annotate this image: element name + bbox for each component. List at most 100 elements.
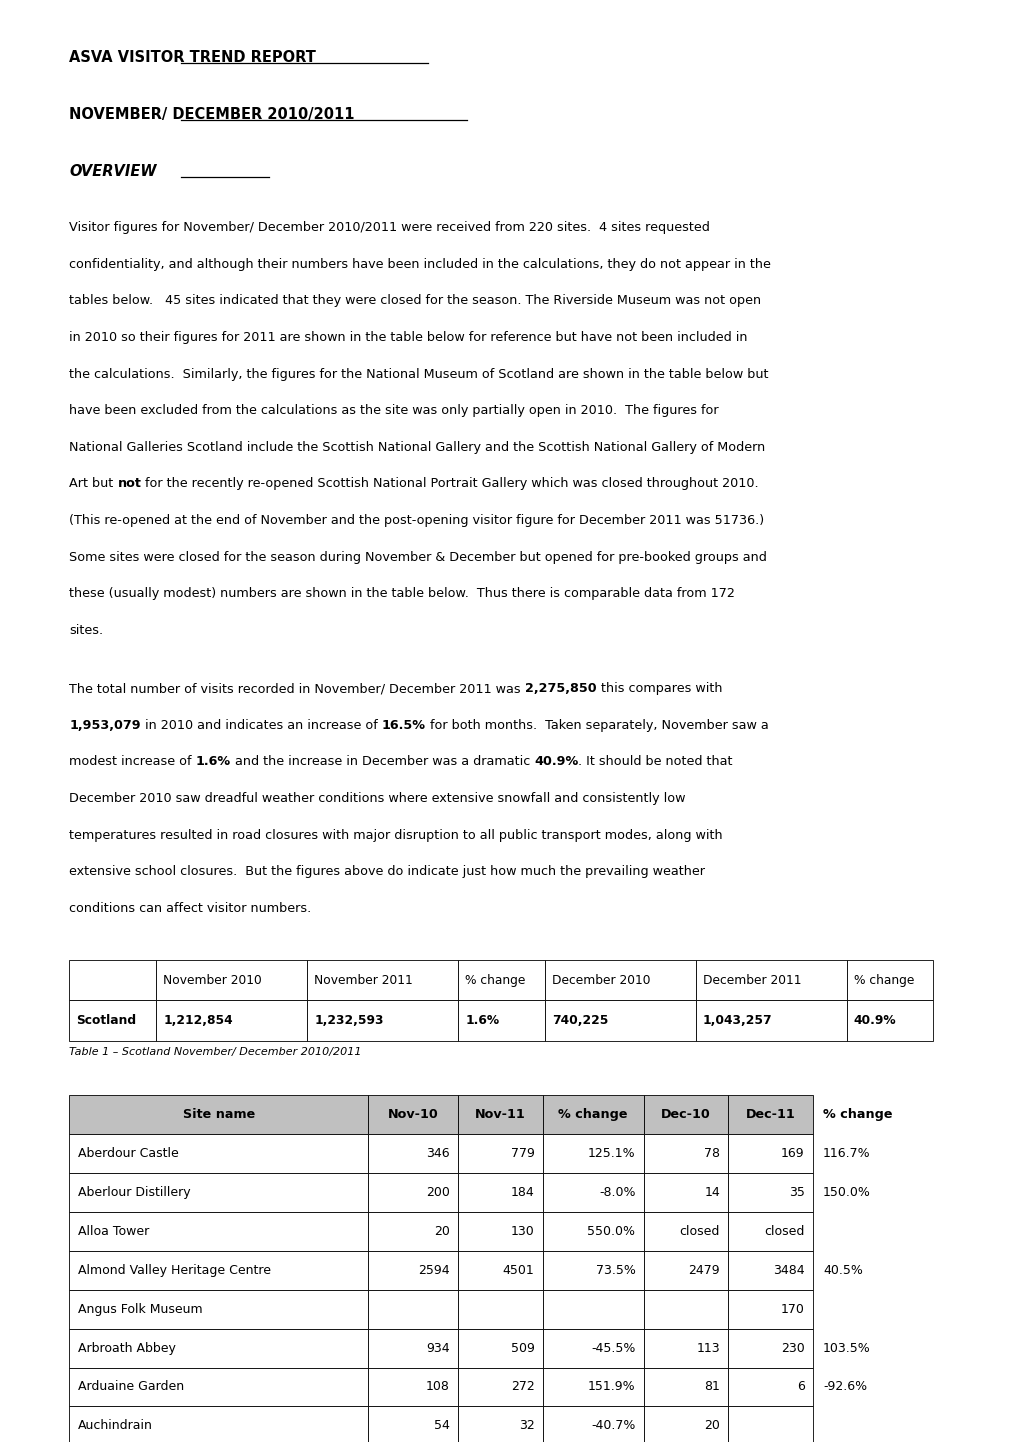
Text: % change: % change (853, 973, 913, 986)
Text: 4501: 4501 (502, 1263, 534, 1276)
Bar (728, 1094, 812, 1133)
Bar (643, 1133, 728, 1172)
Bar (156, 1001, 307, 1041)
Text: 151.9%: 151.9% (587, 1380, 635, 1393)
Text: December 2011: December 2011 (702, 973, 801, 986)
Text: for the recently re-opened Scottish National Portrait Gallery which was closed t: for the recently re-opened Scottish Nati… (142, 477, 758, 490)
Bar (69, 1172, 368, 1211)
Text: % change: % change (557, 1107, 628, 1120)
Text: ASVA VISITOR TREND REPORT: ASVA VISITOR TREND REPORT (69, 50, 316, 65)
Text: -45.5%: -45.5% (590, 1341, 635, 1354)
Text: -8.0%: -8.0% (598, 1185, 635, 1198)
Text: 81: 81 (703, 1380, 719, 1393)
Text: December 2010 saw dreadful weather conditions where extensive snowfall and consi: December 2010 saw dreadful weather condi… (69, 792, 685, 805)
Bar (69, 1406, 368, 1442)
Bar (69, 1328, 368, 1367)
Text: 2,275,850: 2,275,850 (525, 682, 596, 695)
Text: in 2010 and indicates an increase of: in 2010 and indicates an increase of (141, 718, 381, 731)
Bar (728, 1406, 812, 1442)
Bar (846, 960, 932, 1001)
Bar (69, 960, 156, 1001)
Text: Visitor figures for November/ December 2010/2011 were received from 220 sites.  : Visitor figures for November/ December 2… (69, 221, 709, 234)
Text: temperatures resulted in road closures with major disruption to all public trans: temperatures resulted in road closures w… (69, 829, 722, 842)
Text: . It should be noted that: . It should be noted that (578, 756, 733, 769)
Text: tables below.   45 sites indicated that they were closed for the season. The Riv: tables below. 45 sites indicated that th… (69, 294, 761, 307)
Bar (542, 1406, 643, 1442)
Text: 1,043,257: 1,043,257 (702, 1014, 771, 1027)
Text: 1,232,593: 1,232,593 (314, 1014, 383, 1027)
Text: 16.5%: 16.5% (381, 718, 425, 731)
Bar (307, 1001, 458, 1041)
Text: these (usually modest) numbers are shown in the table below.  Thus there is comp: these (usually modest) numbers are shown… (69, 587, 735, 600)
Text: 40.5%: 40.5% (822, 1263, 862, 1276)
Text: Dec-11: Dec-11 (745, 1107, 795, 1120)
Bar (643, 1250, 728, 1289)
Bar (368, 1289, 458, 1328)
Text: 740,225: 740,225 (551, 1014, 607, 1027)
Bar (728, 1328, 812, 1367)
Text: 2594: 2594 (418, 1263, 449, 1276)
Bar (458, 1328, 542, 1367)
Bar (458, 1094, 542, 1133)
Text: 14: 14 (704, 1185, 719, 1198)
Text: 20: 20 (433, 1224, 449, 1237)
Text: modest increase of: modest increase of (69, 756, 196, 769)
Text: Nov-10: Nov-10 (387, 1107, 438, 1120)
Text: 150.0%: 150.0% (822, 1185, 870, 1198)
Text: 272: 272 (511, 1380, 534, 1393)
Bar (643, 1328, 728, 1367)
Bar (542, 1211, 643, 1250)
Text: % change: % change (465, 973, 525, 986)
Bar (643, 1094, 728, 1133)
Text: Site name: Site name (182, 1107, 255, 1120)
Bar (542, 1094, 643, 1133)
Text: 130: 130 (511, 1224, 534, 1237)
Bar (69, 1289, 368, 1328)
Bar (728, 1133, 812, 1172)
Text: 32: 32 (519, 1419, 534, 1432)
Text: 113: 113 (696, 1341, 719, 1354)
Text: 54: 54 (433, 1419, 449, 1432)
Bar (728, 1211, 812, 1250)
Bar (544, 1001, 695, 1041)
Bar (458, 1250, 542, 1289)
Bar (728, 1172, 812, 1211)
Text: Dec-10: Dec-10 (660, 1107, 710, 1120)
Text: 1.6%: 1.6% (196, 756, 230, 769)
Bar (368, 1133, 458, 1172)
Text: % change: % change (822, 1107, 892, 1120)
Bar (643, 1211, 728, 1250)
Text: 125.1%: 125.1% (587, 1146, 635, 1159)
Text: in 2010 so their figures for 2011 are shown in the table below for reference but: in 2010 so their figures for 2011 are sh… (69, 332, 747, 345)
Bar (643, 1367, 728, 1406)
Bar (368, 1367, 458, 1406)
Bar (458, 1001, 544, 1041)
Bar (695, 960, 846, 1001)
Bar (542, 1367, 643, 1406)
Text: Table 1 – Scotland November/ December 2010/2011: Table 1 – Scotland November/ December 20… (69, 1047, 362, 1057)
Text: 184: 184 (511, 1185, 534, 1198)
Text: this compares with: this compares with (596, 682, 721, 695)
Text: (This re-opened at the end of November and the post-opening visitor figure for D: (This re-opened at the end of November a… (69, 513, 763, 526)
Bar (695, 1001, 846, 1041)
Text: 40.9%: 40.9% (534, 756, 578, 769)
Bar (69, 1094, 368, 1133)
Text: 35: 35 (788, 1185, 804, 1198)
Text: have been excluded from the calculations as the site was only partially open in : have been excluded from the calculations… (69, 404, 718, 417)
Bar (458, 1133, 542, 1172)
Text: Almond Valley Heritage Centre: Almond Valley Heritage Centre (77, 1263, 270, 1276)
Text: 550.0%: 550.0% (587, 1224, 635, 1237)
Text: not: not (117, 477, 142, 490)
Text: OVERVIEW: OVERVIEW (69, 164, 157, 179)
Text: The total number of visits recorded in November/ December 2011 was: The total number of visits recorded in N… (69, 682, 525, 695)
Text: 170: 170 (781, 1302, 804, 1315)
Text: Auchindrain: Auchindrain (77, 1419, 152, 1432)
Text: November 2011: November 2011 (314, 973, 413, 986)
Bar (368, 1406, 458, 1442)
Text: 3484: 3484 (772, 1263, 804, 1276)
Text: and the increase in December was a dramatic: and the increase in December was a drama… (230, 756, 534, 769)
Text: Art but: Art but (69, 477, 117, 490)
Bar (542, 1289, 643, 1328)
Text: confidentiality, and although their numbers have been included in the calculatio: confidentiality, and although their numb… (69, 258, 770, 271)
Text: Some sites were closed for the season during November & December but opened for : Some sites were closed for the season du… (69, 551, 766, 564)
